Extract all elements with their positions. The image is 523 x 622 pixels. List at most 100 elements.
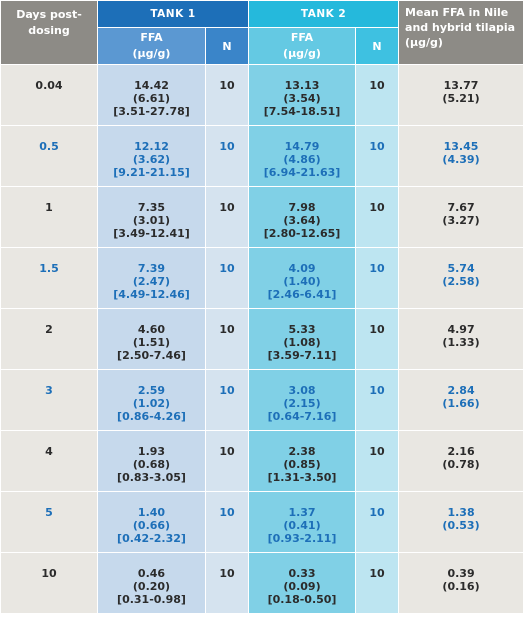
cell: 10 — [355, 491, 400, 553]
cell: 2.84 (1.66) — [398, 369, 523, 431]
header-tank1: TANK 1 — [96, 0, 250, 28]
cell-line: 5.74 — [447, 262, 475, 275]
cell: 10 — [204, 64, 250, 126]
cell: 4.09 (1.40) [2.46-6.41] — [248, 247, 357, 309]
row: 1.5 7.39 (2.47) [4.49-12.46] 10 4.09 (1.40) [2.… — [0, 247, 523, 309]
row: 0.5 12.12 (3.62) [9.21-21.15] 10 14.79 (4.86)[… — [0, 125, 523, 187]
cell: 1 — [0, 186, 98, 248]
table-body: 0.04 14.42 (6.61) [3.51-27.78] 10 13.13 (3.54)… — [0, 64, 523, 614]
cell-line: 5.33 — [288, 323, 316, 336]
cell-line: (3.54) — [283, 92, 321, 105]
cell: 2.16 (0.78) — [398, 430, 523, 492]
cell: 10 — [355, 186, 400, 248]
header-ffa: FFA (µg/g) — [248, 27, 357, 65]
cell: 5 — [0, 491, 98, 553]
cell: 1.5 — [0, 247, 98, 309]
cell: 7.67 (3.27) — [398, 186, 523, 248]
row: 5 1.40 (0.66) [0.42-2.32] 10 1.37 (0.41) [0.93-… — [0, 491, 523, 553]
cell-line: 4.60 — [137, 323, 166, 336]
cell-line: (3.62) — [132, 153, 171, 166]
cell: 0.04 — [0, 64, 98, 126]
cell-line: (1.40) — [283, 275, 321, 288]
cell-line: (0.78) — [442, 458, 480, 471]
cell-line: (1.51) — [132, 336, 171, 349]
cell: 13.77 (5.21) — [398, 64, 523, 126]
cell: 10 — [355, 125, 400, 187]
cell-line: (4.39) — [442, 153, 480, 166]
cell: 10 — [355, 369, 400, 431]
cell-line: 0.46 — [137, 567, 166, 580]
cell: 1.93 (0.68) [0.83-3.05] — [97, 430, 206, 492]
cell-line: (0.85) — [283, 458, 321, 471]
cell-line: 13.45 — [443, 140, 479, 153]
cell-line: (3.27) — [442, 214, 480, 227]
cell-line: (0.66) — [132, 519, 171, 532]
cell: 0.46 (0.20) [0.31-0.98] — [97, 552, 206, 614]
cell-line: 7.67 — [447, 201, 475, 214]
cell: 10 — [204, 430, 250, 492]
header-text: FFA (µg/g) — [132, 31, 171, 60]
cell: 10 — [0, 552, 98, 614]
cell: 10 — [204, 247, 250, 309]
cell-line: [3.49-12.41] — [113, 227, 190, 240]
row: 4 1.93 (0.68) [0.83-3.05] 10 2.38 (0.85) [1.31-… — [0, 430, 523, 492]
cell-line: 14.79 — [284, 140, 320, 153]
cell-line: (6.61) — [132, 92, 171, 105]
cell: 10 — [204, 186, 250, 248]
cell: 4.60 (1.51) [2.50-7.46] — [97, 308, 206, 370]
cell: 10 — [355, 247, 400, 309]
cell-line: (1.33) — [442, 336, 480, 349]
cell-line: 13.13 — [284, 79, 320, 92]
cell: 12.12 (3.62) [9.21-21.15] — [97, 125, 206, 187]
cell: 10 — [355, 64, 400, 126]
cell-line: 4.09 — [288, 262, 316, 275]
header-mean: Mean FFA in Nile and hybrid tilapia (µg/… — [398, 0, 523, 65]
cell-line: [7.54-18.51] — [263, 105, 341, 118]
cell-line: (0.68) — [132, 458, 171, 471]
cell-line: [6.94-21.63] — [263, 166, 341, 179]
cell: 3 — [0, 369, 98, 431]
cell-line: [2.46-6.41] — [267, 288, 337, 301]
cell: 2.59 (1.02) [0.86-4.26] — [97, 369, 206, 431]
cell-line: (0.53) — [442, 519, 480, 532]
cell-line: (1.66) — [442, 397, 480, 410]
cell-line: 3.08 — [288, 384, 316, 397]
cell-line: (2.15) — [283, 397, 321, 410]
cell-line: 4.97 — [447, 323, 475, 336]
cell-line: [3.51-27.78] — [113, 105, 190, 118]
cell-line: 13.77 — [443, 79, 479, 92]
header-tank2: TANK 2 — [248, 0, 400, 28]
cell-line: 7.39 — [137, 262, 166, 275]
cell-line: (4.86) — [283, 153, 321, 166]
cell-line: (5.21) — [442, 92, 480, 105]
cell: 13.13 (3.54) [7.54-18.51] — [248, 64, 357, 126]
cell-line: (1.08) — [283, 336, 321, 349]
header-text: Days post-dosing — [16, 8, 82, 37]
cell: 10 — [204, 491, 250, 553]
header-days: Days post-dosing — [0, 0, 98, 65]
row: 1 7.35 (3.01) [3.49-12.41] 10 7.98 (3.64) [2.80… — [0, 186, 523, 248]
cell: 0.33 (0.09) [0.18-0.50] — [248, 552, 357, 614]
cell-line: 0.33 — [288, 567, 316, 580]
cell-line: [0.42-2.32] — [117, 532, 186, 545]
cell-line: [0.86-4.26] — [117, 410, 186, 423]
cell: 0.39 (0.16) — [398, 552, 523, 614]
cell-line: (0.09) — [283, 580, 321, 593]
cell-line: 2.59 — [137, 384, 166, 397]
row: 10 0.46 (0.20) [0.31-0.98] 10 0.33 (0.09) [0.18… — [0, 552, 523, 614]
cell-line: 2.84 — [447, 384, 475, 397]
cell: 7.39 (2.47) [4.49-12.46] — [97, 247, 206, 309]
cell: 2 — [0, 308, 98, 370]
cell-line: [0.93-2.11] — [267, 532, 337, 545]
cell-line: 0.39 — [447, 567, 475, 580]
cell: 14.42 (6.61) [3.51-27.78] — [97, 64, 206, 126]
header-ffa: FFA (µg/g) — [97, 27, 206, 65]
cell-line: (0.16) — [442, 580, 480, 593]
cell: 0.5 — [0, 125, 98, 187]
cell: 10 — [204, 308, 250, 370]
header-text: FFA (µg/g) — [283, 31, 321, 60]
cell: 10 — [355, 308, 400, 370]
cell-line: 1.40 — [137, 506, 166, 519]
cell: 1.37 (0.41) [0.93-2.11] — [248, 491, 357, 553]
